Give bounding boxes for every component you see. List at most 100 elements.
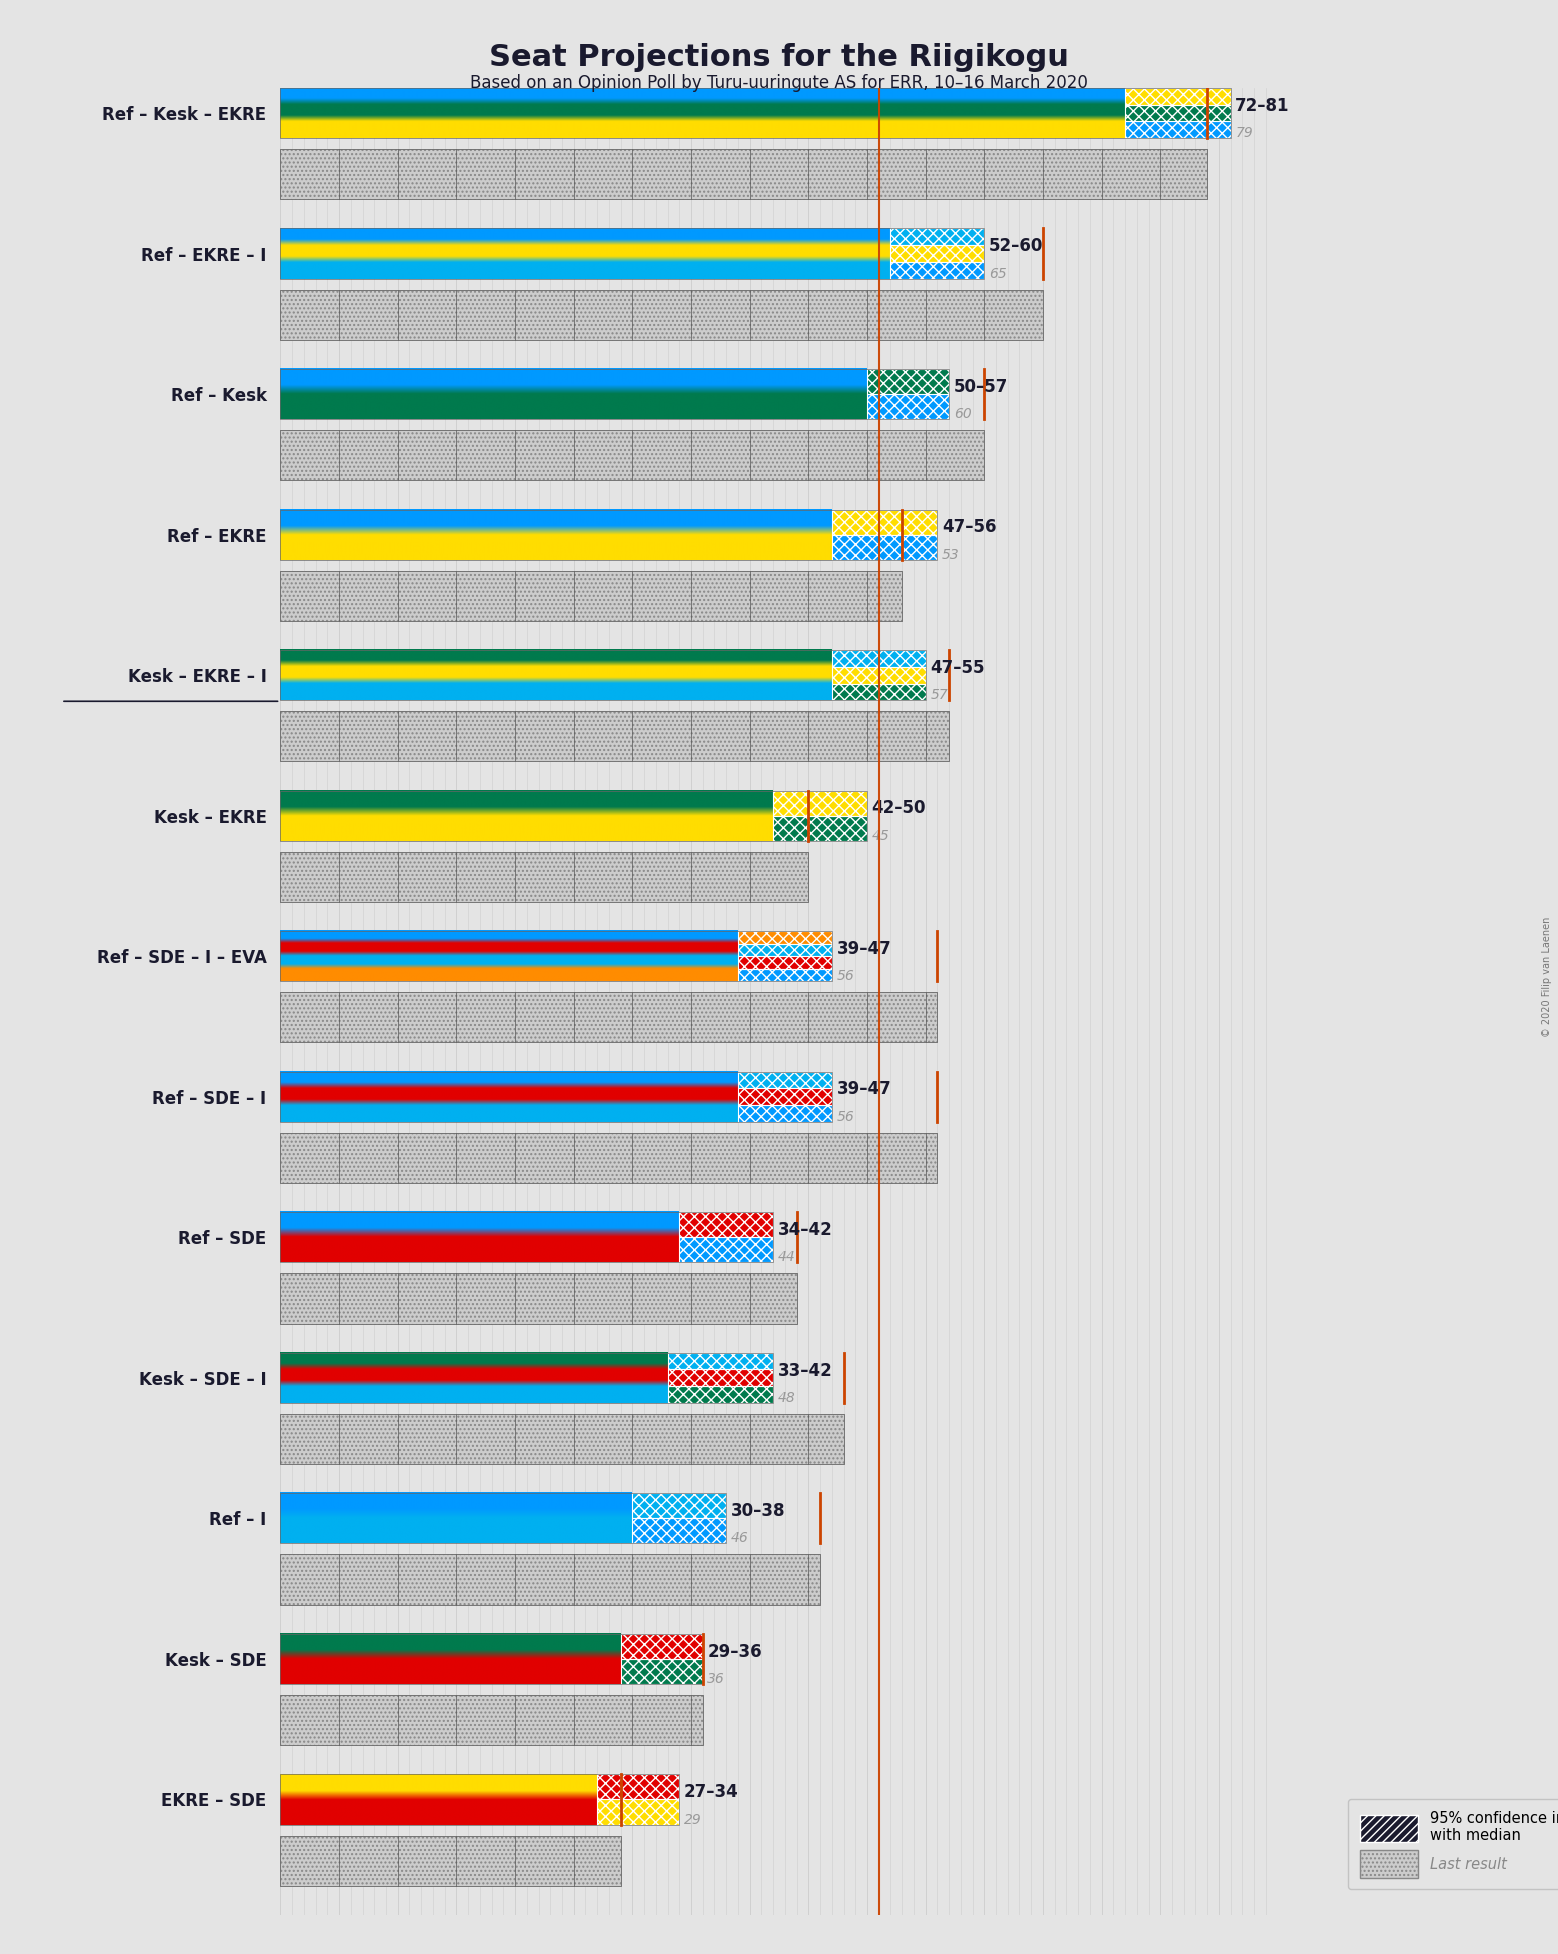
- Bar: [620, 1634, 703, 1659]
- Bar: [679, 1211, 773, 1237]
- Bar: [620, 1659, 703, 1684]
- Bar: [667, 1352, 773, 1370]
- Bar: [738, 969, 832, 981]
- Bar: [280, 1835, 620, 1886]
- Bar: [633, 1518, 726, 1544]
- Text: 79: 79: [1235, 127, 1253, 141]
- Bar: [280, 88, 1231, 139]
- Bar: [1125, 106, 1231, 121]
- Bar: [280, 571, 902, 621]
- Bar: [738, 1071, 832, 1088]
- Bar: [738, 969, 832, 981]
- Bar: [280, 289, 1042, 340]
- Bar: [866, 395, 949, 420]
- Text: 57: 57: [930, 688, 949, 701]
- Bar: [891, 244, 985, 262]
- Bar: [773, 791, 866, 815]
- Bar: [620, 1634, 703, 1659]
- Bar: [280, 1835, 620, 1886]
- Bar: [280, 149, 1207, 199]
- Bar: [738, 932, 832, 944]
- Text: 29: 29: [684, 1813, 701, 1827]
- Bar: [832, 651, 925, 666]
- Bar: [280, 852, 809, 903]
- Bar: [280, 289, 1042, 340]
- Bar: [667, 1385, 773, 1403]
- Bar: [280, 1694, 703, 1745]
- Bar: [280, 651, 925, 700]
- Text: 48: 48: [777, 1391, 796, 1405]
- Bar: [866, 369, 949, 395]
- Bar: [280, 993, 938, 1043]
- Bar: [280, 711, 949, 762]
- Bar: [633, 1493, 726, 1518]
- Bar: [280, 1415, 843, 1464]
- Bar: [280, 932, 832, 981]
- Bar: [280, 1634, 703, 1684]
- Bar: [597, 1774, 679, 1800]
- Bar: [832, 666, 925, 684]
- Bar: [280, 852, 809, 903]
- Bar: [280, 852, 809, 903]
- Text: 45: 45: [871, 828, 890, 842]
- Text: 65: 65: [989, 266, 1006, 281]
- Bar: [891, 229, 985, 244]
- Bar: [1125, 121, 1231, 139]
- Bar: [738, 956, 832, 969]
- Bar: [280, 229, 985, 279]
- Bar: [280, 571, 902, 621]
- Bar: [738, 1088, 832, 1106]
- Legend: 95% confidence interval
with median, Last result: 95% confidence interval with median, Las…: [1348, 1800, 1558, 1890]
- Bar: [667, 1370, 773, 1385]
- Bar: [280, 149, 1207, 199]
- Bar: [280, 1274, 796, 1323]
- Bar: [280, 1415, 843, 1464]
- Text: 39–47: 39–47: [837, 1081, 891, 1098]
- Bar: [679, 1237, 773, 1262]
- Bar: [280, 430, 985, 481]
- Bar: [280, 369, 949, 420]
- Bar: [280, 993, 938, 1043]
- Text: © 2020 Filip van Laenen: © 2020 Filip van Laenen: [1542, 916, 1552, 1038]
- Bar: [280, 1133, 938, 1182]
- Text: 29–36: 29–36: [707, 1643, 762, 1661]
- Bar: [280, 571, 902, 621]
- Bar: [280, 993, 938, 1043]
- Bar: [280, 1555, 820, 1604]
- Text: 46: 46: [731, 1532, 749, 1546]
- Bar: [1125, 88, 1231, 106]
- Bar: [280, 1274, 796, 1323]
- Bar: [280, 1133, 938, 1182]
- Bar: [832, 510, 938, 535]
- Text: 39–47: 39–47: [837, 940, 891, 957]
- Bar: [597, 1774, 679, 1800]
- Text: 36: 36: [707, 1673, 724, 1686]
- Bar: [280, 1694, 703, 1745]
- Bar: [773, 815, 866, 840]
- Bar: [280, 791, 866, 840]
- Text: 72–81: 72–81: [1235, 98, 1290, 115]
- Bar: [832, 535, 938, 559]
- Bar: [738, 944, 832, 956]
- Bar: [280, 149, 1207, 199]
- Bar: [280, 1835, 620, 1886]
- Bar: [280, 1415, 843, 1464]
- Bar: [832, 684, 925, 700]
- Bar: [738, 944, 832, 956]
- Bar: [280, 1274, 796, 1323]
- Bar: [280, 149, 1207, 199]
- Text: 30–38: 30–38: [731, 1503, 785, 1520]
- Text: Based on an Opinion Poll by Turu-uuringute AS for ERR, 10–16 March 2020: Based on an Opinion Poll by Turu-uuringu…: [471, 74, 1087, 92]
- Bar: [866, 369, 949, 395]
- Bar: [280, 1555, 820, 1604]
- Text: Seat Projections for the Riigikogu: Seat Projections for the Riigikogu: [489, 43, 1069, 72]
- Bar: [866, 395, 949, 420]
- Bar: [773, 815, 866, 840]
- Bar: [280, 430, 985, 481]
- Bar: [891, 229, 985, 244]
- Bar: [280, 1274, 796, 1323]
- Bar: [891, 244, 985, 262]
- Bar: [280, 430, 985, 481]
- Bar: [738, 1106, 832, 1122]
- Bar: [738, 932, 832, 944]
